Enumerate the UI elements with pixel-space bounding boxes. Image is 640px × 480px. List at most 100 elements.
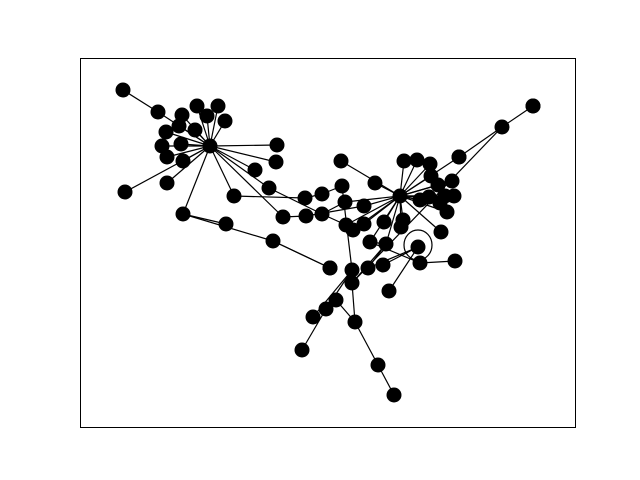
graph-node xyxy=(447,253,463,269)
node-marker xyxy=(218,216,234,232)
edge-n18-n22 xyxy=(182,145,211,215)
graph-node xyxy=(173,136,189,152)
graph-node xyxy=(210,98,226,114)
node-marker xyxy=(150,104,166,120)
graph-node xyxy=(322,260,338,276)
edge-layer xyxy=(122,89,534,396)
node-marker xyxy=(345,222,361,238)
node-marker xyxy=(159,149,175,165)
node-marker xyxy=(305,309,321,325)
node-marker xyxy=(362,234,378,250)
node-marker xyxy=(410,239,426,255)
graph-node xyxy=(217,113,233,129)
edge-n63-n65 xyxy=(369,241,421,264)
node-marker xyxy=(314,186,330,202)
graph-node xyxy=(421,189,437,205)
graph-node xyxy=(298,208,314,224)
node-marker xyxy=(328,292,344,308)
graph-node xyxy=(202,138,218,154)
graph-node xyxy=(422,156,438,172)
node-marker xyxy=(433,224,449,240)
node-marker xyxy=(318,301,334,317)
node-marker xyxy=(202,138,218,154)
graph-node xyxy=(199,108,215,124)
graph-node xyxy=(376,214,392,230)
node-marker xyxy=(381,283,397,299)
graph-node xyxy=(525,98,541,114)
graph-node xyxy=(150,104,166,120)
graph-node xyxy=(247,162,263,178)
node-marker xyxy=(269,137,285,153)
graph-node xyxy=(494,119,510,135)
node-marker xyxy=(446,188,462,204)
edge-n18-n27 xyxy=(209,145,284,218)
graph-node xyxy=(115,82,131,98)
graph-node xyxy=(347,314,363,330)
graph-node xyxy=(218,216,234,232)
node-marker xyxy=(439,204,455,220)
node-marker xyxy=(187,122,203,138)
node-marker xyxy=(261,180,277,196)
edge-n26-n29 xyxy=(233,195,306,199)
edge-n45-n64 xyxy=(385,195,401,245)
graph-node xyxy=(356,216,372,232)
graph-node xyxy=(117,184,133,200)
graph-node xyxy=(412,255,428,271)
node-marker xyxy=(422,156,438,172)
graph-node xyxy=(333,153,349,169)
graph-node xyxy=(433,224,449,240)
graph-node xyxy=(381,283,397,299)
graph-node xyxy=(362,234,378,250)
edge-n42-n45 xyxy=(345,195,401,226)
node-marker xyxy=(314,206,330,222)
node-marker xyxy=(298,208,314,224)
edge-n15-n18 xyxy=(209,144,278,147)
edge-n10-n18 xyxy=(165,131,211,147)
graph-node xyxy=(318,301,334,317)
node-marker xyxy=(392,188,408,204)
edge-n18-n21 xyxy=(209,145,270,189)
node-marker xyxy=(158,124,174,140)
graph-node xyxy=(159,175,175,191)
graph-node xyxy=(410,239,426,255)
graph-node xyxy=(187,122,203,138)
graph-node xyxy=(159,149,175,165)
edge-n21-n37 xyxy=(268,187,323,215)
node-marker xyxy=(344,262,360,278)
node-marker xyxy=(386,387,402,403)
node-marker xyxy=(367,175,383,191)
node-marker xyxy=(175,206,191,222)
node-marker xyxy=(189,98,205,114)
graph-node xyxy=(446,188,462,204)
graph-node xyxy=(328,292,344,308)
node-layer xyxy=(115,82,541,403)
graph-node xyxy=(337,194,353,210)
node-marker xyxy=(525,98,541,114)
graph-node xyxy=(344,262,360,278)
graph-node xyxy=(360,260,376,276)
graph-node xyxy=(275,209,291,225)
node-marker xyxy=(378,236,394,252)
node-marker xyxy=(333,153,349,169)
node-marker xyxy=(334,178,350,194)
node-marker xyxy=(265,233,281,249)
edge-n76-n77 xyxy=(458,126,503,158)
node-marker xyxy=(430,177,446,193)
edge-n18-n20 xyxy=(124,145,211,193)
graph-node xyxy=(375,257,391,273)
node-marker xyxy=(375,257,391,273)
graph-node xyxy=(265,233,281,249)
graph-node xyxy=(175,153,191,169)
node-marker xyxy=(171,118,187,134)
edge-n44-n45 xyxy=(363,195,401,225)
node-marker xyxy=(199,108,215,124)
graph-node xyxy=(444,173,460,189)
node-marker xyxy=(159,175,175,191)
node-marker xyxy=(396,153,412,169)
node-marker xyxy=(376,214,392,230)
graph-node xyxy=(356,198,372,214)
node-marker xyxy=(412,255,428,271)
edge-n18-n26 xyxy=(209,145,235,197)
graph-node xyxy=(439,204,455,220)
